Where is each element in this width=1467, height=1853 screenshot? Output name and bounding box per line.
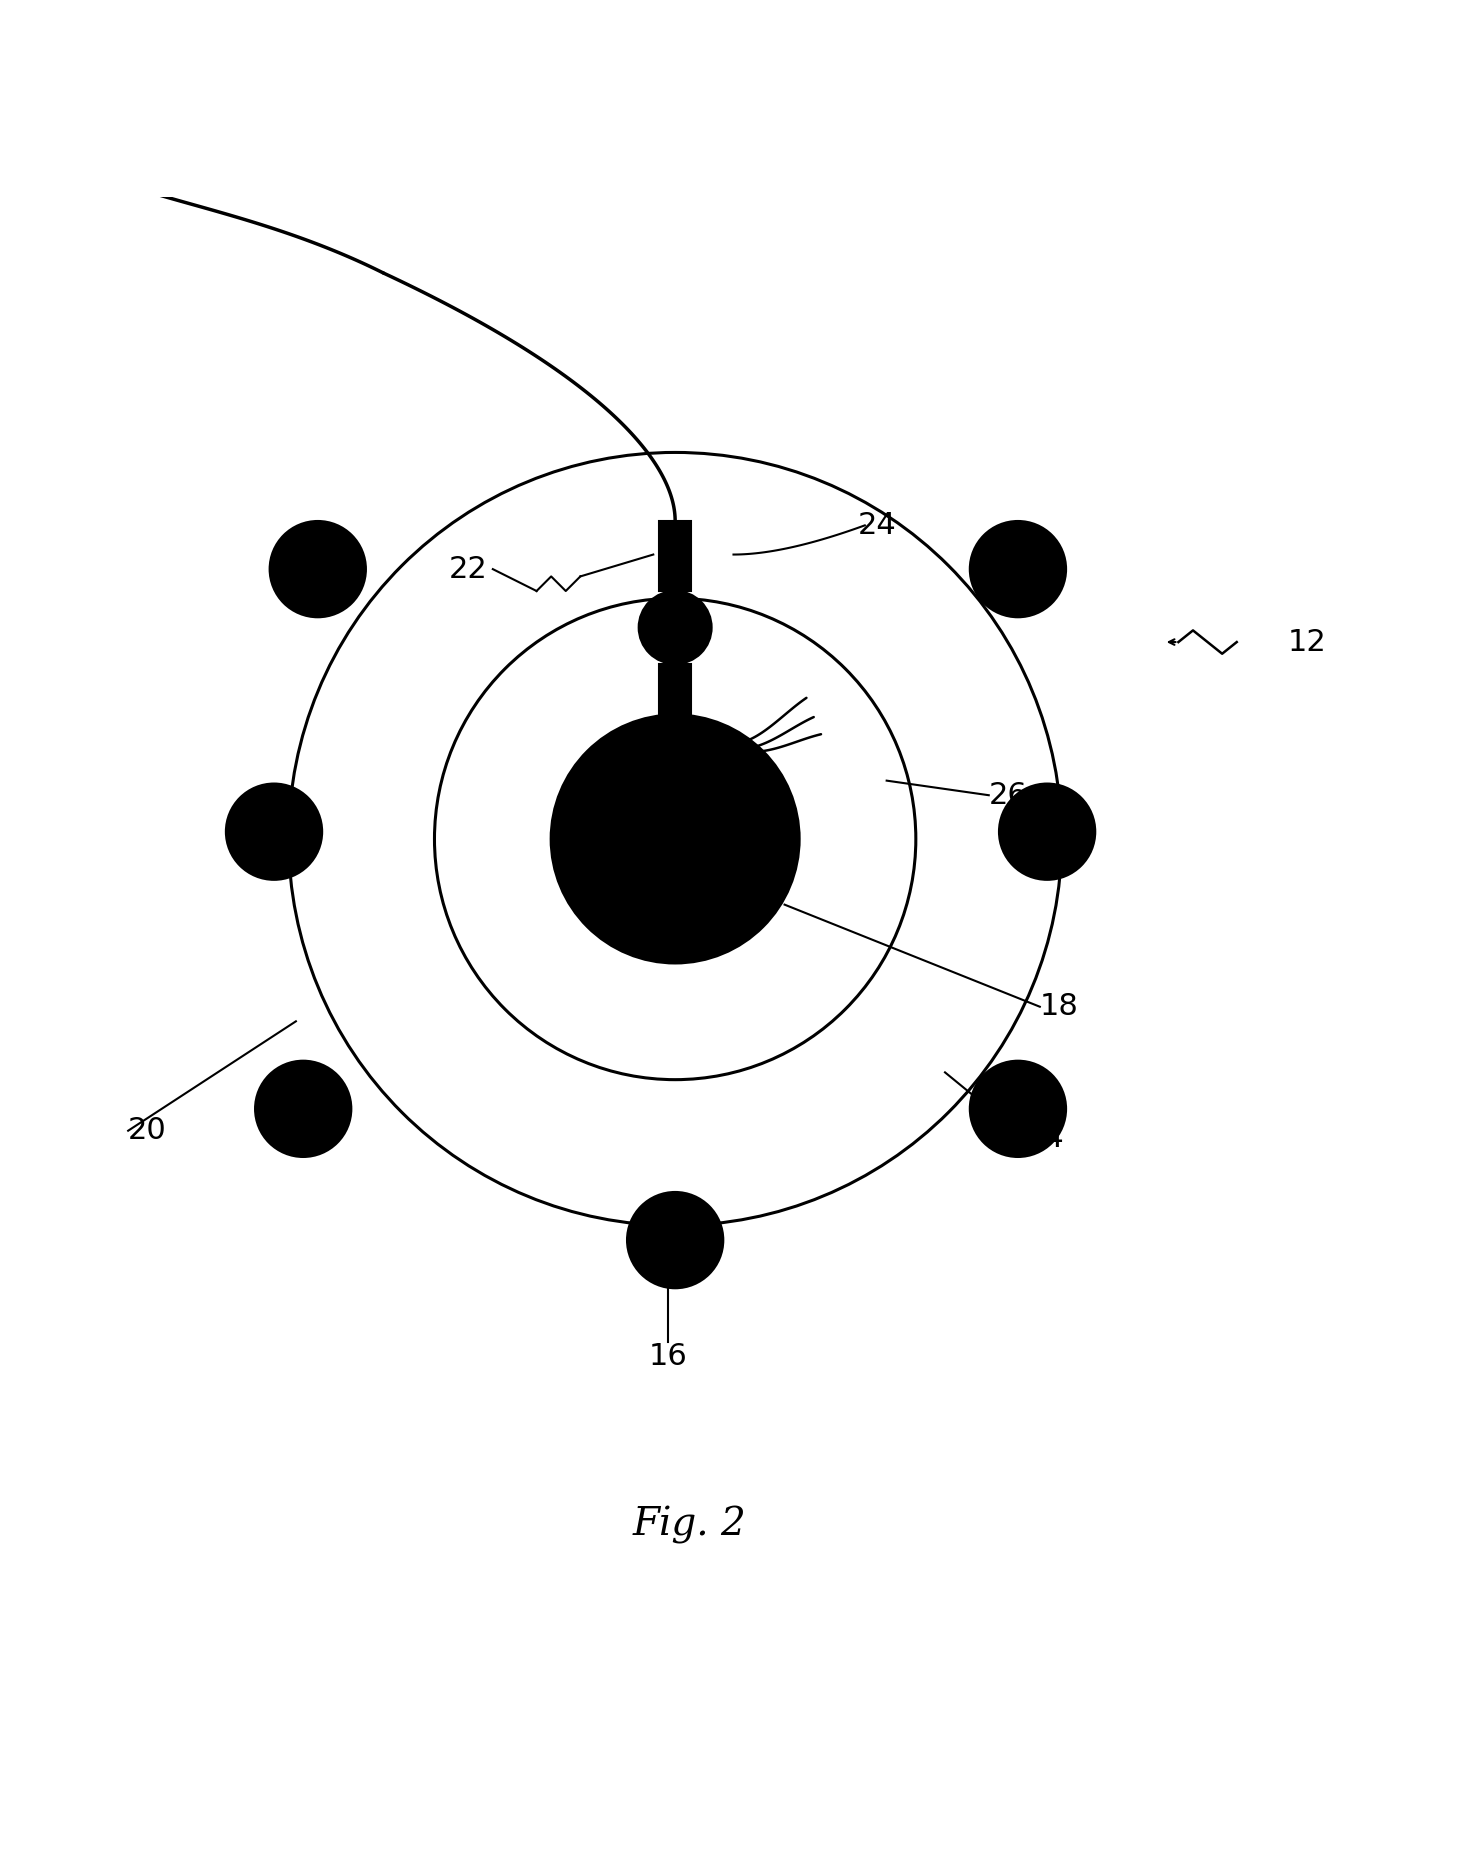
Circle shape — [552, 715, 800, 964]
Text: 26: 26 — [989, 780, 1027, 810]
Text: 18: 18 — [1040, 991, 1078, 1021]
Text: 12: 12 — [1288, 628, 1326, 656]
Circle shape — [970, 1060, 1067, 1156]
Bar — [659, 663, 691, 715]
Circle shape — [970, 521, 1067, 617]
Text: 20: 20 — [128, 1116, 167, 1145]
Circle shape — [638, 591, 711, 663]
Circle shape — [270, 521, 365, 617]
Text: 14: 14 — [1025, 1123, 1064, 1153]
Bar — [659, 521, 691, 591]
Text: Fig. 2: Fig. 2 — [632, 1505, 747, 1544]
Text: 16: 16 — [648, 1342, 687, 1371]
Circle shape — [226, 784, 323, 880]
Text: 22: 22 — [449, 554, 489, 584]
Circle shape — [626, 1191, 723, 1288]
Circle shape — [255, 1060, 351, 1156]
Circle shape — [999, 784, 1096, 880]
Text: 24: 24 — [858, 511, 896, 539]
